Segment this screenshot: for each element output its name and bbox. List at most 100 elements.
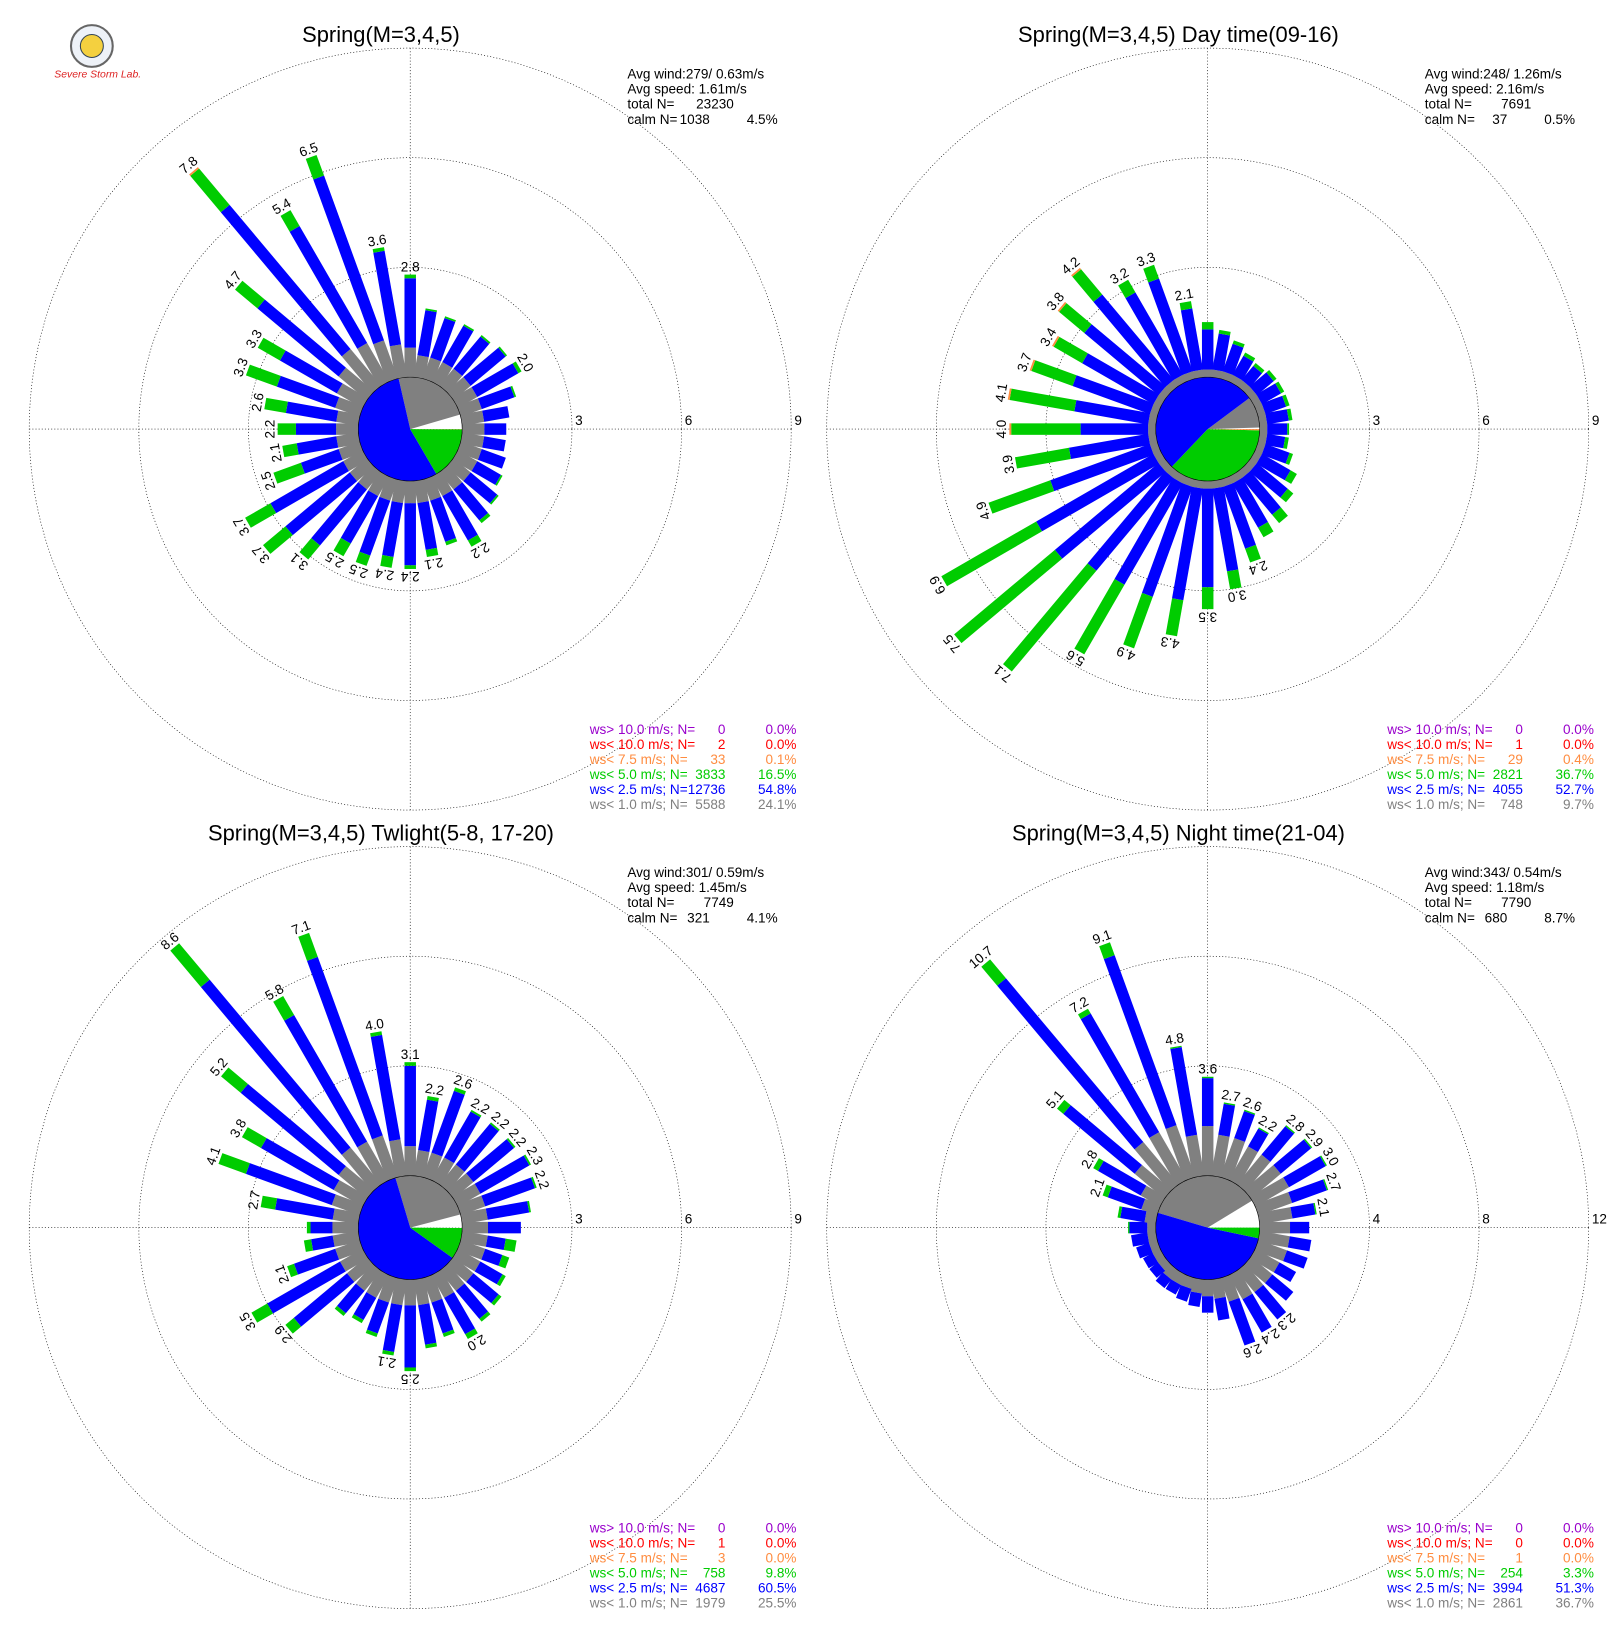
bar-segment bbox=[426, 1096, 439, 1102]
bar-segment bbox=[1128, 1221, 1130, 1234]
bar-segment bbox=[1287, 1236, 1312, 1252]
bar-label: 3.3 bbox=[1135, 249, 1158, 270]
bar-segment bbox=[1273, 1139, 1312, 1174]
bar-segment bbox=[370, 1031, 383, 1037]
bar-segment bbox=[1176, 1284, 1192, 1302]
bar-segment bbox=[941, 521, 1042, 587]
bar-segment bbox=[1009, 423, 1012, 435]
ring-label: 4 bbox=[1373, 1211, 1381, 1226]
bar-segment bbox=[457, 1240, 486, 1260]
bar-segment bbox=[1143, 264, 1160, 283]
legend-count: 3994 bbox=[1493, 1581, 1524, 1596]
bar-segment bbox=[1228, 1269, 1253, 1300]
bar-segment bbox=[1256, 383, 1282, 405]
bar-label: 4.8 bbox=[1164, 1030, 1185, 1048]
bar-segment bbox=[275, 1198, 335, 1220]
bar-segment bbox=[373, 340, 398, 383]
bar-segment bbox=[1179, 301, 1193, 311]
bar-segment bbox=[462, 423, 485, 435]
wind-rose: 3 6 92.43.03.54.34.95.67.17.56.94.93.94.04… bbox=[826, 22, 1599, 812]
bar-segment bbox=[1165, 1279, 1182, 1295]
legend-entry: ws< 7.5 m/s; N= 29 0.4% bbox=[1386, 752, 1594, 767]
bar-segment bbox=[452, 1183, 481, 1207]
legend-entry: ws> 10.0 m/s; N= 0 0.0% bbox=[589, 1520, 797, 1535]
bar-segment bbox=[1009, 388, 1077, 412]
bar-segment bbox=[365, 1329, 378, 1337]
bar-segment bbox=[382, 1349, 395, 1356]
bar-segment bbox=[267, 1261, 346, 1314]
bar-segment bbox=[1245, 544, 1261, 563]
ring-label: 3 bbox=[575, 1211, 583, 1226]
legend-entry: ws< 10.0 m/s; N= 0 0.0% bbox=[1386, 1535, 1594, 1550]
calm-pct: 4.1% bbox=[747, 910, 778, 925]
legend-percent: 0.4% bbox=[1563, 752, 1594, 767]
bar-label: 2.6 bbox=[1241, 1340, 1264, 1361]
bar-label: 2.2 bbox=[424, 1081, 445, 1099]
bar-segment bbox=[1250, 1177, 1289, 1207]
legend-entry: ws< 1.0 m/s; N= 5588 24.1% bbox=[589, 797, 797, 812]
legend-name: ws< 1.0 m/s; N= bbox=[1386, 797, 1485, 812]
bar-segment bbox=[1272, 507, 1288, 524]
bar-segment bbox=[251, 1303, 273, 1323]
bar-segment bbox=[482, 406, 510, 422]
bar-segment bbox=[1107, 1186, 1146, 1210]
bar-segment bbox=[1134, 1141, 1179, 1192]
bar-segment bbox=[1052, 335, 1060, 347]
bar-segment bbox=[260, 1138, 340, 1191]
bar-segment bbox=[341, 1147, 382, 1192]
legend-name: ws< 7.5 m/s; N= bbox=[589, 752, 688, 767]
bar-segment bbox=[1059, 303, 1092, 334]
bar-label: 2.1 bbox=[423, 555, 444, 573]
bar-segment bbox=[311, 1235, 335, 1251]
calm-pct: 8.7% bbox=[1544, 910, 1575, 925]
bar-segment bbox=[1170, 1047, 1198, 1137]
bar-segment bbox=[439, 368, 463, 393]
bar-segment bbox=[305, 154, 325, 180]
bar-segment bbox=[313, 175, 385, 345]
bar-segment bbox=[1056, 1099, 1071, 1114]
ring-label: 8 bbox=[1482, 1211, 1490, 1226]
bar-segment bbox=[482, 436, 506, 452]
bar-segment bbox=[1313, 1202, 1317, 1215]
ring-label: 6 bbox=[685, 1211, 693, 1226]
bar-segment bbox=[460, 410, 485, 426]
bar-segment bbox=[1226, 569, 1242, 590]
bar-segment bbox=[1290, 1221, 1310, 1234]
legend-percent: 0.0% bbox=[1563, 737, 1594, 752]
bar-segment bbox=[1250, 1248, 1280, 1273]
legend-name: ws< 2.5 m/s; N= bbox=[1386, 782, 1485, 797]
pie-slice bbox=[1155, 1212, 1259, 1280]
pie-slice bbox=[1171, 429, 1260, 482]
bar-segment bbox=[1236, 1154, 1271, 1192]
bar-segment bbox=[471, 461, 502, 485]
bar-segment bbox=[1007, 388, 1012, 400]
bar-segment bbox=[355, 551, 371, 566]
bar-segment bbox=[1014, 447, 1071, 469]
bar-segment bbox=[1029, 359, 1036, 372]
calm-n: 37 bbox=[1492, 112, 1507, 127]
bar-segment bbox=[1011, 423, 1081, 435]
bar-label: 2.1 bbox=[376, 1353, 397, 1371]
bar-segment bbox=[1284, 470, 1297, 484]
legend-percent: 24.1% bbox=[758, 797, 796, 812]
bar-segment bbox=[404, 503, 416, 566]
legend-count: 1 bbox=[1515, 737, 1523, 752]
bar-segment bbox=[1323, 1179, 1329, 1191]
bar-segment bbox=[289, 225, 368, 349]
bar-segment bbox=[1201, 329, 1214, 370]
bar-segment bbox=[444, 1292, 476, 1335]
bar-segment bbox=[446, 377, 471, 400]
pie-slice bbox=[1207, 1200, 1260, 1228]
legend-entry: ws< 1.0 m/s; N= 1979 25.5% bbox=[589, 1596, 797, 1611]
bar-segment bbox=[1267, 423, 1288, 435]
bar-segment bbox=[498, 1255, 510, 1269]
bar-segment bbox=[471, 363, 519, 398]
bar-segment bbox=[480, 335, 491, 344]
bar-segment bbox=[366, 1298, 390, 1334]
legend-count: 33 bbox=[710, 752, 725, 767]
bar-segment bbox=[307, 956, 383, 1140]
bar-segment bbox=[1080, 423, 1149, 435]
bar-segment bbox=[336, 432, 360, 448]
bar-segment bbox=[368, 471, 390, 497]
bar-segment bbox=[1050, 444, 1154, 492]
